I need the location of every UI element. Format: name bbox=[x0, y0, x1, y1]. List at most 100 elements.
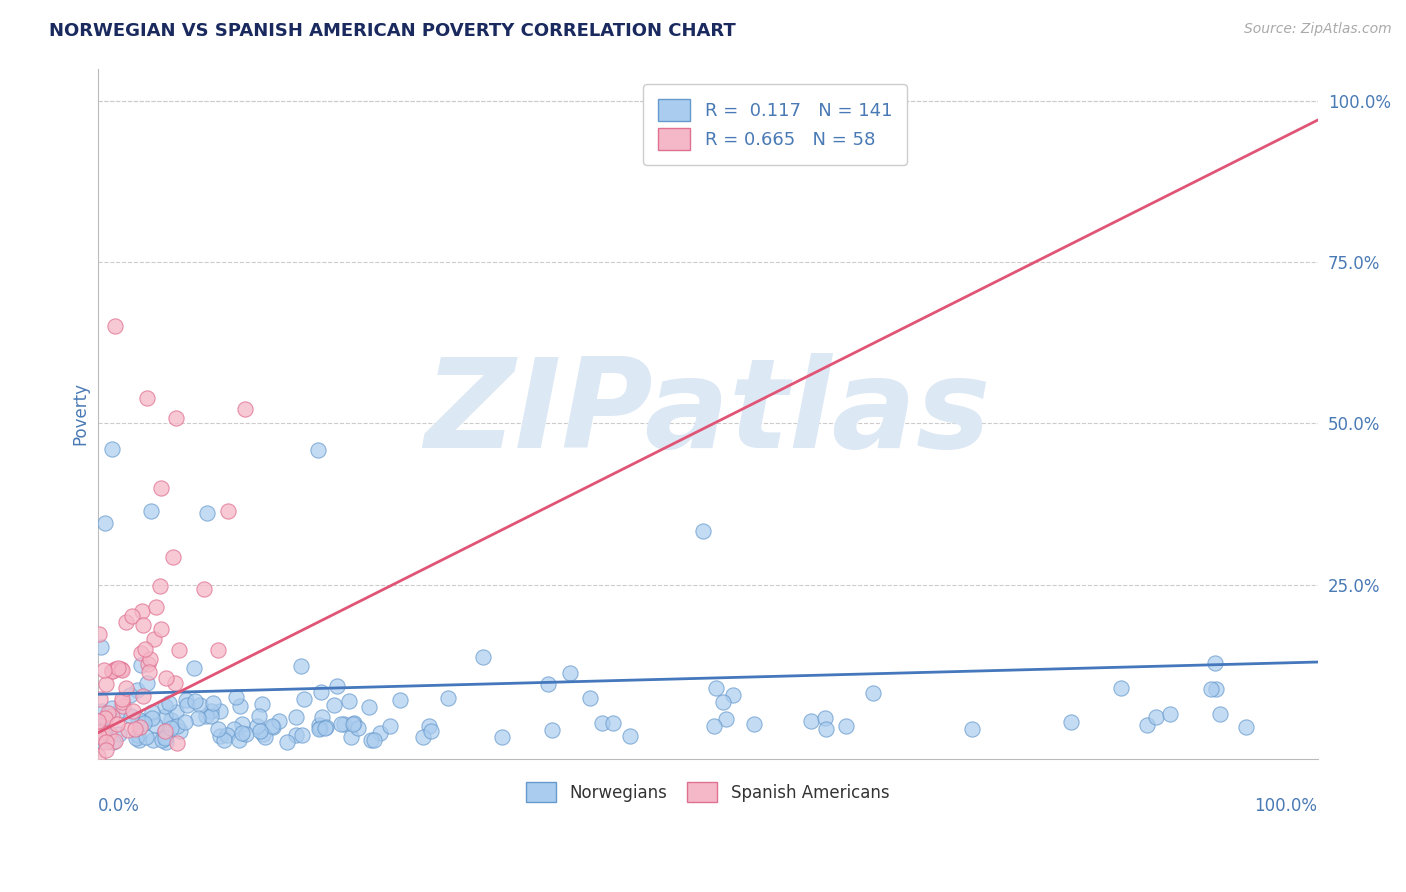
Point bbox=[91, 723, 114, 738]
Point bbox=[246, 719, 269, 733]
Point bbox=[155, 709, 177, 723]
Point bbox=[134, 716, 156, 731]
Point bbox=[96, 710, 118, 724]
Point bbox=[1209, 707, 1232, 722]
Point bbox=[222, 722, 245, 736]
Point bbox=[308, 718, 330, 732]
Point bbox=[93, 664, 115, 678]
Point bbox=[1109, 681, 1132, 695]
Point bbox=[188, 698, 211, 712]
Point bbox=[311, 710, 333, 724]
Point bbox=[160, 722, 183, 736]
Point bbox=[228, 733, 250, 747]
Point bbox=[1144, 710, 1167, 724]
Point bbox=[124, 722, 146, 736]
Point bbox=[136, 676, 159, 690]
Point bbox=[162, 549, 184, 564]
Point bbox=[326, 679, 349, 693]
Point bbox=[212, 733, 235, 747]
Point bbox=[131, 618, 153, 632]
Point bbox=[174, 692, 197, 706]
Point bbox=[292, 692, 315, 706]
Text: Source: ZipAtlas.com: Source: ZipAtlas.com bbox=[1244, 22, 1392, 37]
Point bbox=[307, 442, 329, 457]
Point bbox=[200, 709, 222, 723]
Point bbox=[90, 640, 112, 655]
Point bbox=[368, 726, 391, 740]
Point bbox=[389, 693, 412, 707]
Point bbox=[94, 516, 117, 531]
Point bbox=[131, 714, 153, 728]
Point bbox=[233, 401, 256, 416]
Point bbox=[135, 391, 157, 405]
Point bbox=[131, 658, 153, 673]
Point bbox=[333, 717, 356, 731]
Point bbox=[155, 731, 177, 745]
Point bbox=[153, 724, 176, 739]
Point bbox=[163, 676, 186, 690]
Point bbox=[250, 697, 273, 711]
Point bbox=[291, 728, 314, 742]
Point bbox=[87, 627, 110, 641]
Point bbox=[229, 698, 252, 713]
Point bbox=[108, 727, 131, 741]
Point bbox=[115, 681, 138, 695]
Point bbox=[420, 724, 443, 739]
Point bbox=[111, 695, 134, 709]
Point bbox=[125, 682, 148, 697]
Point bbox=[129, 721, 152, 735]
Point bbox=[217, 504, 239, 518]
Point bbox=[315, 719, 337, 733]
Point bbox=[142, 733, 165, 747]
Point bbox=[360, 733, 382, 747]
Point bbox=[138, 657, 160, 672]
Point bbox=[101, 709, 124, 723]
Point bbox=[138, 652, 160, 666]
Point bbox=[711, 695, 734, 709]
Point bbox=[714, 712, 737, 726]
Point bbox=[619, 729, 641, 743]
Point bbox=[117, 723, 139, 738]
Point bbox=[209, 729, 232, 743]
Point bbox=[437, 690, 460, 705]
Point bbox=[141, 504, 163, 518]
Point bbox=[141, 711, 163, 725]
Point bbox=[249, 724, 271, 739]
Point bbox=[94, 676, 117, 690]
Point bbox=[491, 730, 513, 744]
Point bbox=[150, 732, 173, 747]
Point bbox=[128, 732, 150, 747]
Point bbox=[200, 704, 222, 718]
Point bbox=[207, 642, 229, 657]
Point bbox=[169, 723, 191, 738]
Point bbox=[155, 735, 177, 749]
Point bbox=[1160, 707, 1182, 722]
Point bbox=[176, 698, 198, 713]
Point bbox=[578, 690, 600, 705]
Point bbox=[125, 731, 148, 746]
Point bbox=[262, 718, 284, 732]
Point bbox=[418, 719, 440, 733]
Point bbox=[235, 726, 257, 740]
Point bbox=[359, 700, 381, 714]
Point bbox=[87, 714, 110, 728]
Point bbox=[602, 715, 624, 730]
Point bbox=[104, 319, 127, 334]
Point bbox=[127, 712, 149, 726]
Point bbox=[138, 665, 160, 680]
Point bbox=[314, 721, 336, 735]
Point bbox=[330, 717, 353, 731]
Point bbox=[152, 725, 174, 739]
Point bbox=[94, 711, 117, 725]
Point bbox=[183, 661, 205, 675]
Point bbox=[153, 731, 176, 745]
Point bbox=[141, 705, 163, 719]
Point bbox=[290, 659, 312, 673]
Point bbox=[97, 706, 120, 720]
Point bbox=[231, 725, 253, 739]
Point bbox=[129, 646, 152, 660]
Point bbox=[704, 681, 727, 695]
Point bbox=[342, 716, 364, 731]
Point bbox=[193, 582, 215, 596]
Point bbox=[94, 735, 117, 749]
